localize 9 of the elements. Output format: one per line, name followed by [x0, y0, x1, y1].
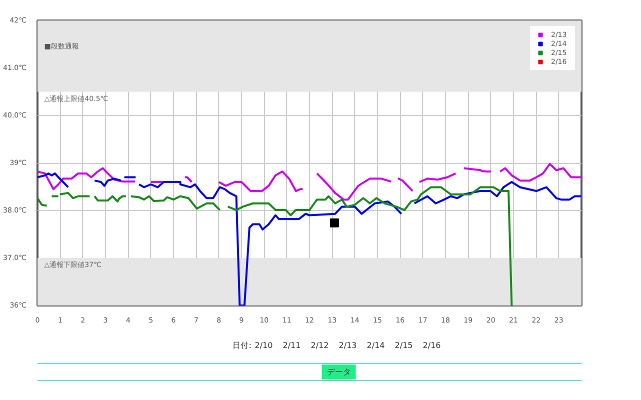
- text: 2/14: [366, 341, 385, 350]
- text: 2/10: [254, 341, 273, 350]
- text: 2/12: [310, 341, 329, 350]
- text: データ: [326, 368, 351, 376]
- text: 2/16: [422, 341, 441, 350]
- text: 2/15: [394, 341, 413, 350]
- text: 日付:: [232, 341, 252, 350]
- text: 2/13: [338, 341, 357, 350]
- text: 2/11: [282, 341, 301, 350]
